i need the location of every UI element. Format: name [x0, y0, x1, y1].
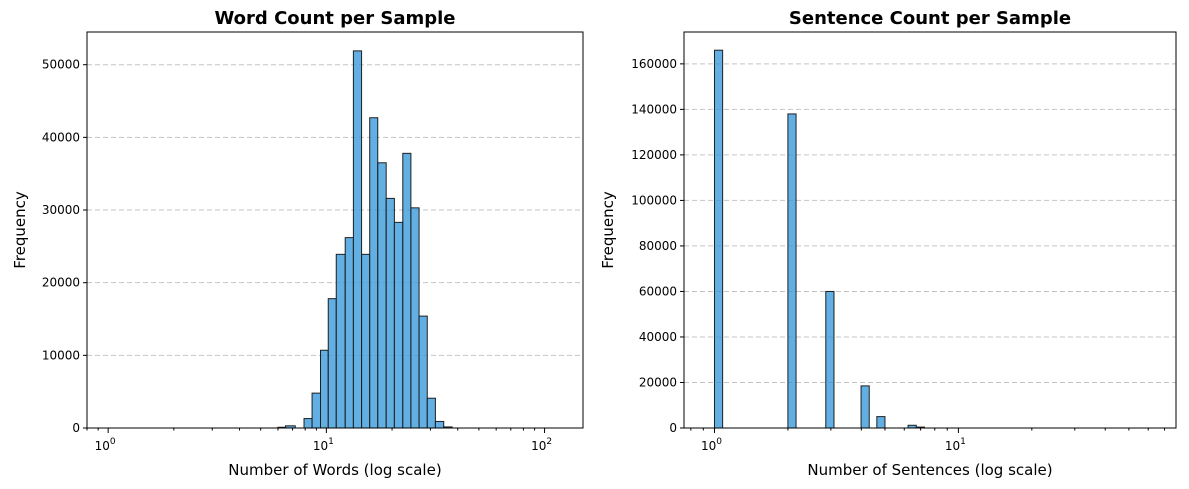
sentence-count-y-tick-label: 160000	[631, 57, 677, 71]
sentence-count-histogram-bar	[860, 385, 870, 429]
word-count-histogram-bar	[393, 221, 404, 429]
word-count-ticks: 0 10000 20000 30000 40000 50000 100 101 102	[42, 58, 552, 453]
word-count-histogram-bar	[327, 298, 337, 429]
word-count-histogram-bar	[352, 50, 363, 429]
word-count-x-tick-label: 100	[95, 437, 116, 453]
sentence-count-panel: 0 20000 40000 60000 80000 100000 120000 140000 1…	[599, 8, 1177, 479]
sentence-count-histogram-bar	[787, 113, 797, 429]
sentence-count-x-tick-label: 101	[945, 437, 966, 453]
word-count-histogram-bar	[426, 397, 436, 429]
sentence-count-ticks: 0 20000 40000 60000 80000 100000 120000 140000 1…	[631, 57, 1166, 453]
word-count-histogram-bar	[311, 392, 321, 429]
sentence-count-y-axis-label: Frequency	[599, 191, 617, 269]
sentence-count-x-axis-label: Number of Sentences (log scale)	[807, 461, 1052, 479]
word-count-y-tick-label: 10000	[42, 348, 80, 362]
word-count-title: Word Count per Sample	[214, 8, 455, 29]
sentence-count-y-tick-label: 120000	[631, 148, 677, 162]
word-count-histogram-bar	[369, 117, 379, 429]
sentence-count-y-tick-label: 80000	[639, 239, 677, 253]
word-count-panel: 0 10000 20000 30000 40000 50000 100 101 102 Word…	[11, 8, 584, 479]
sentence-count-y-tick-label: 40000	[639, 330, 677, 344]
sentence-count-gridlines	[684, 63, 1176, 383]
word-count-y-tick-label: 20000	[42, 276, 80, 290]
word-count-histogram-bar	[361, 253, 371, 429]
word-count-histogram-bar	[319, 349, 329, 429]
word-count-histogram-bar	[418, 315, 428, 429]
sentence-count-title: Sentence Count per Sample	[789, 8, 1071, 29]
sentence-count-y-tick-label: 60000	[639, 284, 677, 298]
sentence-count-y-tick-label: 100000	[631, 193, 677, 207]
word-count-x-tick-label: 102	[531, 437, 552, 453]
word-count-y-tick-label: 30000	[42, 203, 80, 217]
word-count-histogram-bar	[385, 197, 395, 429]
word-count-histogram-bar	[434, 420, 445, 429]
word-count-histogram-bar	[402, 152, 412, 429]
sentence-count-y-tick-label: 20000	[639, 375, 677, 389]
word-count-y-tick-label: 50000	[42, 58, 80, 72]
word-count-x-tick-label: 101	[313, 437, 334, 453]
sentence-count-histogram-bar	[825, 290, 835, 429]
word-count-histogram-bar	[410, 207, 420, 429]
word-count-bars	[277, 50, 453, 429]
word-count-histogram-bar	[303, 418, 313, 429]
sentence-count-y-tick-label: 140000	[631, 102, 677, 116]
word-count-y-axis-label: Frequency	[11, 191, 29, 269]
sentence-count-axes-frame	[683, 31, 1177, 429]
word-count-histogram-bar	[377, 162, 387, 429]
word-count-x-axis-label: Number of Words (log scale)	[228, 461, 441, 479]
word-count-histogram-bar	[335, 253, 346, 429]
word-count-y-tick-label: 40000	[42, 130, 80, 144]
sentence-count-x-tick-label: 100	[701, 437, 722, 453]
sentence-count-histogram-bar	[713, 49, 724, 429]
sentence-count-y-tick-label: 0	[669, 421, 677, 435]
word-count-y-tick-label: 0	[72, 421, 80, 435]
sentence-count-bars	[713, 49, 925, 429]
sentence-count-histogram-bar	[876, 416, 886, 429]
word-count-axes-frame	[86, 31, 584, 429]
word-count-histogram-bar	[344, 237, 354, 429]
